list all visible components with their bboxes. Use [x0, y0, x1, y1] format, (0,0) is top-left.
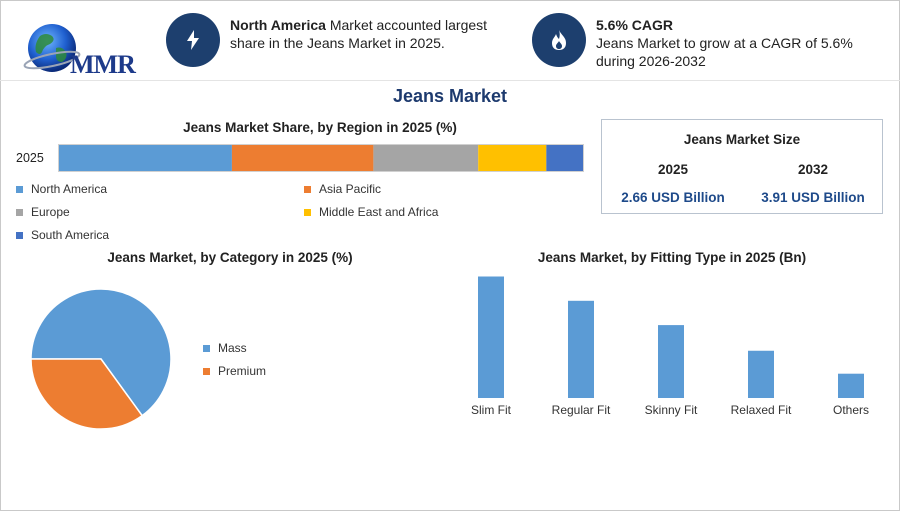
legend-label: North America	[31, 182, 108, 196]
region-legend-item-south-america: South America	[16, 228, 109, 242]
category-legend-item-premium: Premium	[203, 364, 266, 378]
fitting-tick-label-skinny-fit: Skinny Fit	[645, 403, 698, 417]
market-size-value-2032: 3.91 USD Billion	[761, 190, 865, 205]
highlight-1-body: Market accounted largest share in the Je…	[230, 17, 488, 51]
region-segment-south-america	[546, 145, 583, 171]
region-legend-item-middle-east-and-africa: Middle East and Africa	[304, 205, 438, 219]
fitting-bar-regular-fit	[568, 300, 594, 398]
flame-icon	[552, 30, 566, 50]
mmr-logo: MMR	[18, 18, 138, 80]
region-segment-europe	[373, 145, 479, 171]
lightning-icon	[187, 30, 199, 50]
category-legend-item-mass: Mass	[203, 341, 247, 355]
page-title: Jeans Market	[392, 86, 508, 106]
region-chart-category-label: 2025	[16, 151, 44, 165]
pie-slice-premium	[30, 358, 144, 430]
fitting-bar-others	[838, 373, 864, 398]
legend-label: Premium	[218, 364, 267, 378]
region-bar-outline	[58, 144, 584, 172]
fitting-bar-chart: Slim Fit Regular Fit Skinny Fit Relaxed Fit…	[471, 276, 869, 417]
fitting-bar-slim-fit	[478, 276, 504, 398]
region-chart-title: Jeans Market Share, by Region in 2025 (%…	[183, 120, 457, 135]
legend-swatch	[16, 231, 23, 239]
legend-label: South America	[31, 228, 110, 242]
highlight-2-bold: 5.6% CAGR	[596, 17, 674, 33]
legend-swatch	[203, 367, 210, 375]
highlight-2-badge	[532, 13, 586, 67]
legend-label: Middle East and Africa	[319, 205, 439, 219]
market-size-box: Jeans Market Size 2025 2032 2.66 USD Bil…	[601, 119, 883, 214]
highlight-1-text: North America Market accounted largest s…	[230, 16, 510, 52]
legend-swatch	[16, 185, 23, 193]
fitting-tick-label-others: Others	[833, 403, 869, 417]
fitting-tick-label-relaxed-fit: Relaxed Fit	[731, 403, 792, 417]
category-chart-title: Jeans Market, by Category in 2025 (%)	[107, 250, 353, 265]
highlight-2-body: Jeans Market to grow at a CAGR of 5.6% d…	[596, 35, 853, 69]
market-size-value-2025: 2.66 USD Billion	[621, 190, 725, 205]
region-stacked-bar	[58, 144, 584, 172]
region-segment-middle-east-and-africa	[478, 145, 547, 171]
legend-label: Europe	[31, 205, 70, 219]
region-legend-item-asia-pacific: Asia Pacific	[304, 182, 381, 196]
legend-swatch	[16, 208, 23, 216]
fitting-bar-relaxed-fit	[748, 350, 774, 398]
region-segment-asia-pacific	[231, 145, 374, 171]
region-segment-north-america	[59, 145, 232, 171]
fitting-tick-label-slim-fit: Slim Fit	[471, 403, 512, 417]
legend-swatch	[203, 344, 210, 352]
legend-label: Mass	[218, 341, 247, 355]
fitting-chart-title: Jeans Market, by Fitting Type in 2025 (B…	[537, 250, 807, 265]
legend-swatch	[304, 185, 311, 193]
market-size-year-2025: 2025	[657, 162, 689, 177]
fitting-bar-skinny-fit	[658, 325, 684, 398]
header-divider	[0, 80, 900, 81]
legend-swatch	[304, 208, 311, 216]
market-size-title: Jeans Market Size	[683, 132, 801, 147]
category-pie-chart	[30, 288, 172, 430]
region-legend-item-europe: Europe	[16, 205, 70, 219]
market-size-year-2032: 2032	[797, 162, 829, 177]
highlight-1-bold: North America	[230, 17, 326, 33]
highlight-1-badge	[166, 13, 220, 67]
highlight-2-text: 5.6% CAGR Jeans Market to grow at a CAGR…	[596, 16, 876, 70]
region-legend-item-north-america: North America	[16, 182, 107, 196]
legend-label: Asia Pacific	[319, 182, 382, 196]
fitting-tick-label-regular-fit: Regular Fit	[552, 403, 611, 417]
pie-slice-mass	[30, 288, 172, 417]
logo-text: MMR	[70, 50, 136, 79]
globe-icon	[23, 24, 81, 72]
